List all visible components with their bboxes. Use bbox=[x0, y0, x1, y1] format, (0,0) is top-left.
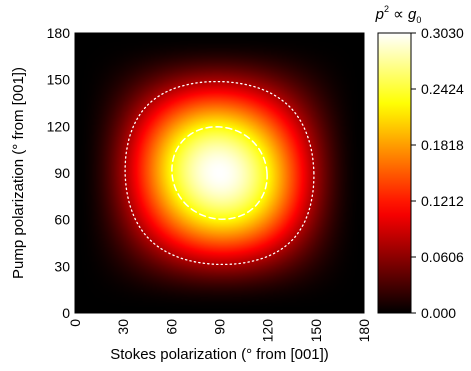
y-tick-label: 120 bbox=[47, 118, 71, 134]
colorbar-gradient bbox=[378, 33, 411, 313]
colorbar-tick-label: 0.3030 bbox=[421, 25, 464, 41]
contour-layer bbox=[124, 80, 315, 266]
colorbar: 0.3030 0.2424 0.1818 0.1212 0.0606 0.000 p2 ∝… bbox=[375, 4, 464, 321]
colorbar-title-base: p bbox=[375, 6, 384, 23]
y-tick-label: 0 bbox=[62, 305, 70, 321]
colorbar-title-sub: 0 bbox=[416, 15, 421, 25]
contour-dotted bbox=[124, 80, 315, 266]
colorbar-tick-label: 0.000 bbox=[421, 305, 456, 321]
heatmap-layer bbox=[75, 33, 364, 313]
y-tick-label: 30 bbox=[54, 258, 70, 274]
y-tick-label: 180 bbox=[47, 25, 71, 41]
heatmap-image bbox=[75, 33, 364, 313]
colorbar-tick-label: 0.1212 bbox=[421, 193, 464, 209]
colorbar-title: p2 ∝ g0 bbox=[375, 4, 422, 25]
colorbar-tick-label: 0.2424 bbox=[421, 81, 464, 97]
colorbar-tick-label: 0.0606 bbox=[421, 249, 464, 265]
x-tick-label: 0 bbox=[67, 319, 83, 327]
x-tick-label: 120 bbox=[260, 319, 276, 343]
contour-dashed bbox=[171, 126, 268, 220]
x-tick-label: 90 bbox=[212, 319, 228, 335]
colorbar-frame bbox=[377, 32, 412, 314]
y-tick-label: 150 bbox=[47, 72, 71, 88]
colorbar-ticks: 0.3030 0.2424 0.1818 0.1212 0.0606 0.000 bbox=[411, 25, 464, 321]
x-axis: 0 30 60 90 120 150 180 bbox=[67, 33, 372, 342]
x-tick-label: 180 bbox=[356, 319, 372, 343]
x-axis-title: Stokes polarization (° from [001]) bbox=[110, 346, 329, 363]
colorbar-tick-label: 0.1818 bbox=[421, 137, 464, 153]
colorbar-title-sup: 2 bbox=[384, 4, 389, 14]
y-tick-label: 60 bbox=[54, 212, 70, 228]
colorbar-title-mid: ∝ g bbox=[389, 6, 417, 23]
x-tick-label: 150 bbox=[308, 319, 324, 343]
y-tick-label: 90 bbox=[54, 165, 70, 181]
x-tick-label: 30 bbox=[115, 319, 131, 335]
x-tick-label: 60 bbox=[163, 319, 179, 335]
y-axis-title: Pump polarization (° from [001]) bbox=[10, 67, 27, 279]
y-axis: 0 30 60 90 120 150 180 bbox=[47, 25, 364, 321]
